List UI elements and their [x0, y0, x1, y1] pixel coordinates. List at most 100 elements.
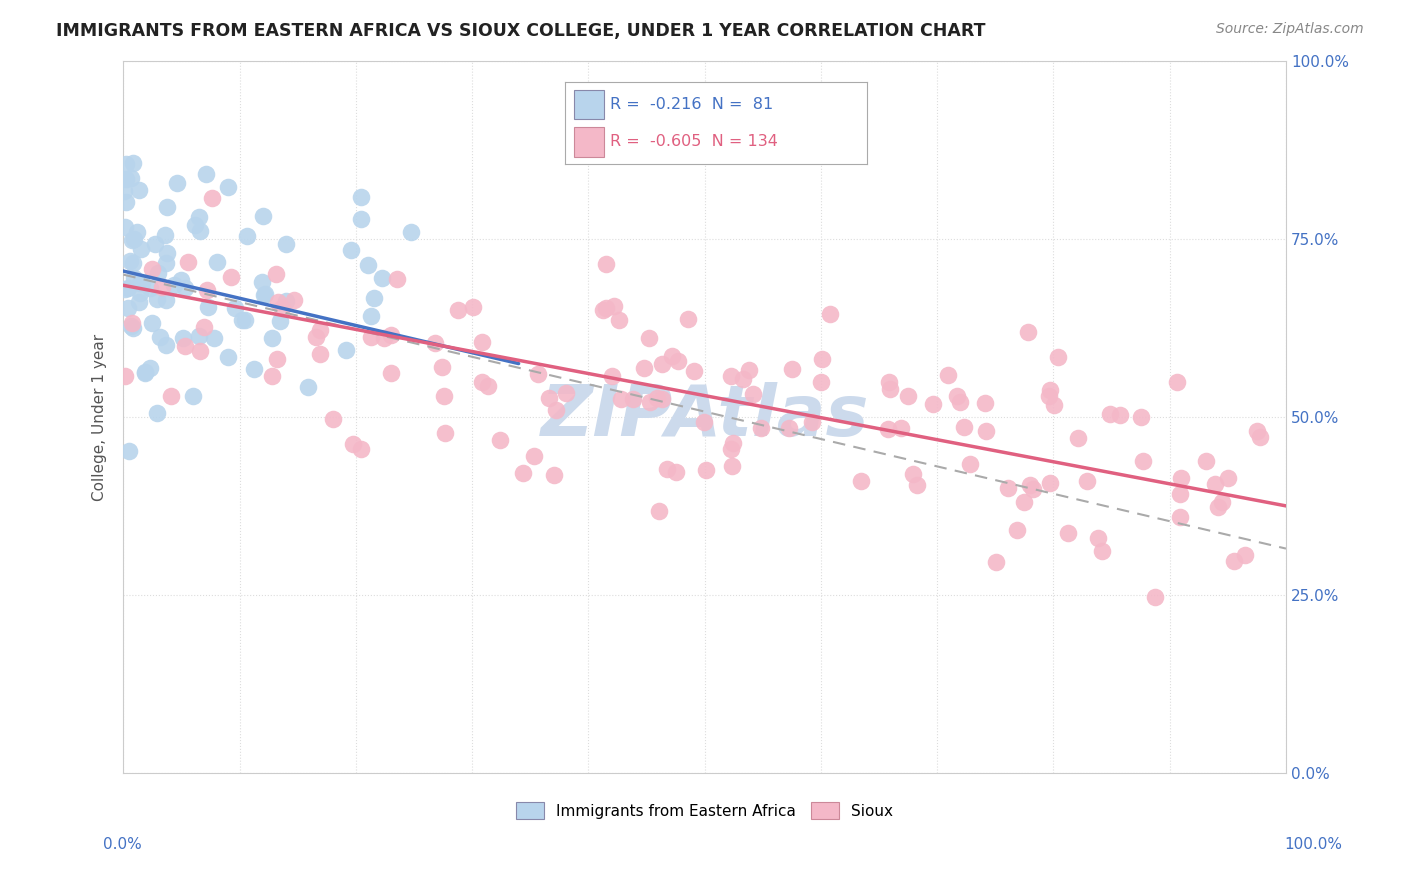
Point — [890, 420, 912, 434]
Point — [537, 391, 560, 405]
Point — [188, 224, 211, 238]
Point — [651, 392, 673, 407]
Point — [1067, 431, 1090, 445]
Point — [666, 353, 689, 368]
Point — [120, 171, 142, 186]
Point — [661, 349, 683, 363]
Point — [350, 442, 373, 456]
Point — [638, 395, 661, 409]
Point — [676, 311, 699, 326]
Point — [810, 352, 832, 367]
Point — [380, 327, 402, 342]
Point — [350, 211, 373, 226]
Point — [121, 233, 143, 247]
Legend: Immigrants from Eastern Africa, Sioux: Immigrants from Eastern Africa, Sioux — [510, 796, 898, 826]
Point — [350, 190, 373, 204]
Point — [801, 415, 824, 429]
Point — [117, 301, 139, 316]
Point — [177, 254, 200, 268]
Point — [122, 255, 145, 269]
Point — [609, 392, 631, 406]
Point — [193, 320, 215, 334]
Point — [741, 387, 763, 401]
Point — [997, 481, 1019, 495]
Point — [720, 368, 742, 383]
Point — [1046, 350, 1069, 364]
Point — [174, 339, 197, 353]
Point — [118, 443, 141, 458]
Point — [156, 200, 179, 214]
Point — [233, 313, 256, 327]
Point — [1017, 325, 1039, 339]
Point — [169, 273, 191, 287]
Point — [262, 369, 284, 384]
Point — [849, 475, 872, 489]
Point — [120, 319, 142, 334]
Point — [309, 347, 332, 361]
Point — [818, 307, 841, 321]
Point — [1087, 531, 1109, 545]
Point — [477, 378, 499, 392]
Point — [425, 336, 447, 351]
Point — [1108, 409, 1130, 423]
Point — [1246, 424, 1268, 438]
Text: 100.0%: 100.0% — [1285, 838, 1343, 852]
Text: ZIPAtlas: ZIPAtlas — [540, 383, 869, 451]
Point — [217, 350, 239, 364]
Point — [236, 229, 259, 244]
Point — [260, 331, 283, 345]
Point — [357, 258, 380, 272]
Point — [1195, 454, 1218, 468]
Point — [651, 357, 673, 371]
Point — [778, 421, 800, 435]
Point — [1143, 590, 1166, 604]
Point — [231, 313, 253, 327]
Point — [433, 426, 456, 441]
Point — [129, 276, 152, 290]
Point — [242, 361, 264, 376]
Point — [305, 330, 328, 344]
Point — [946, 389, 969, 403]
Point — [595, 257, 617, 271]
Point — [250, 275, 273, 289]
Point — [201, 191, 224, 205]
Point — [115, 156, 138, 170]
Point — [1022, 482, 1045, 496]
Point — [984, 555, 1007, 569]
Point — [205, 255, 228, 269]
Point — [693, 415, 716, 429]
Point — [152, 280, 174, 294]
Point — [1019, 478, 1042, 492]
Point — [638, 331, 661, 345]
Point — [155, 293, 177, 307]
Point — [335, 343, 357, 357]
Point — [138, 360, 160, 375]
Point — [360, 330, 382, 344]
Point — [433, 389, 456, 403]
Point — [253, 288, 276, 302]
Point — [363, 291, 385, 305]
Point — [523, 449, 546, 463]
Point — [202, 331, 225, 345]
Point — [181, 389, 204, 403]
Point — [1132, 454, 1154, 468]
Point — [607, 313, 630, 327]
Point — [953, 419, 976, 434]
Point — [219, 269, 242, 284]
Point — [1234, 548, 1257, 562]
Point — [901, 467, 924, 482]
Point — [340, 244, 363, 258]
Point — [877, 375, 900, 389]
Point — [172, 330, 194, 344]
Point — [173, 281, 195, 295]
Point — [592, 303, 614, 318]
Point — [187, 210, 209, 224]
Point — [120, 253, 142, 268]
Point — [134, 366, 156, 380]
Point — [163, 277, 186, 292]
Point — [595, 301, 617, 315]
Point — [283, 293, 305, 307]
Point — [146, 406, 169, 420]
Point — [512, 466, 534, 480]
Point — [1216, 471, 1239, 485]
